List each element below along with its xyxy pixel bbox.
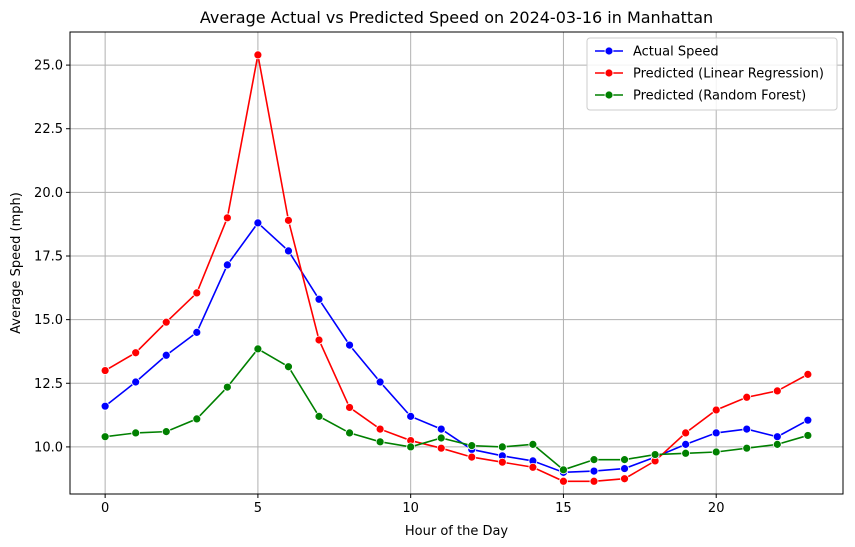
data-point	[711, 447, 721, 457]
data-point	[161, 317, 171, 327]
data-point	[345, 340, 354, 350]
legend: Actual Speed Predicted (Linear Regression…	[586, 37, 838, 111]
data-point	[375, 437, 385, 447]
y-tick-label: 20.0	[34, 186, 63, 201]
legend-swatch-marker	[604, 46, 614, 56]
data-point	[253, 218, 263, 228]
series-line-2	[104, 54, 809, 483]
data-point	[131, 348, 141, 358]
data-point	[284, 246, 293, 256]
data-point	[161, 427, 171, 437]
data-point	[650, 450, 660, 459]
data-point	[620, 455, 629, 465]
y-tick-label: 10.0	[34, 440, 63, 455]
data-point	[253, 50, 263, 60]
data-point	[711, 428, 721, 438]
y-tick-label: 17.5	[34, 250, 63, 265]
x-tick-label: 20	[708, 501, 725, 516]
data-point	[589, 476, 599, 486]
chart-title: Average Actual vs Predicted Speed on 202…	[200, 8, 713, 27]
data-point	[681, 428, 691, 438]
data-point	[742, 424, 752, 434]
data-point	[772, 439, 782, 449]
x-tick-label: 10	[402, 501, 419, 516]
x-axis-ticks: 0 5 10 15 20	[101, 494, 724, 516]
data-point	[131, 428, 141, 438]
data-point	[314, 294, 324, 304]
data-point	[436, 424, 446, 434]
data-point	[406, 411, 416, 421]
legend-label: Actual Speed	[633, 45, 719, 60]
data-point	[100, 432, 110, 442]
data-point	[620, 474, 629, 484]
series-line-3	[105, 347, 809, 471]
series-line-1	[104, 221, 809, 474]
data-point	[375, 377, 385, 387]
data-point	[192, 327, 202, 337]
data-point	[314, 411, 324, 421]
y-axis-label: Average Speed (mph)	[9, 192, 24, 334]
data-point	[284, 362, 293, 372]
data-point	[589, 466, 599, 476]
legend-label: Predicted (Linear Regression)	[633, 67, 824, 82]
series-lines	[104, 54, 809, 483]
x-tick-label: 0	[101, 501, 109, 516]
data-point	[528, 439, 538, 449]
data-point	[100, 366, 110, 375]
y-tick-label: 22.5	[34, 122, 63, 137]
data-point	[711, 405, 721, 415]
legend-label: Predicted (Random Forest)	[633, 89, 806, 104]
data-point	[406, 442, 416, 452]
data-point	[803, 369, 813, 379]
data-point	[528, 462, 538, 472]
data-point	[681, 439, 691, 449]
data-point	[620, 464, 629, 473]
data-point	[467, 452, 477, 462]
y-axis-ticks: 10.0 12.5 15.0 17.5 20.0 22.5 25.0	[34, 59, 70, 455]
data-point	[222, 213, 232, 223]
data-point	[559, 465, 568, 475]
legend-swatch-marker	[604, 90, 614, 100]
data-point	[100, 401, 110, 411]
data-point	[772, 386, 782, 396]
plot-frame	[69, 31, 844, 495]
x-tick-label: 15	[555, 501, 572, 516]
data-point	[559, 476, 568, 486]
data-point	[803, 431, 813, 440]
data-point	[222, 382, 232, 392]
y-tick-label: 15.0	[34, 313, 63, 328]
y-tick-label: 12.5	[34, 377, 63, 392]
data-point	[375, 424, 385, 434]
x-tick-label: 5	[254, 501, 262, 516]
data-point	[589, 455, 599, 465]
data-point	[345, 403, 354, 412]
data-point	[497, 457, 507, 467]
data-point	[467, 441, 477, 451]
data-point	[436, 433, 446, 443]
legend-box	[586, 37, 838, 111]
series-points	[100, 50, 813, 486]
grid-lines	[70, 32, 843, 494]
y-tick-label: 25.0	[34, 59, 63, 74]
data-point	[345, 428, 354, 438]
data-point	[436, 443, 446, 453]
x-axis-label: Hour of the Day	[405, 524, 509, 539]
data-point	[161, 350, 171, 360]
legend-swatch-marker	[604, 68, 614, 78]
data-point	[192, 414, 202, 424]
data-point	[222, 260, 232, 270]
data-point	[772, 432, 782, 442]
data-point	[284, 215, 293, 225]
data-point	[253, 344, 263, 354]
data-point	[497, 442, 507, 452]
data-point	[192, 288, 202, 298]
data-point	[131, 377, 141, 387]
data-point	[314, 335, 324, 345]
data-point	[742, 392, 752, 402]
data-point	[681, 448, 691, 458]
data-point	[803, 415, 813, 425]
data-point	[742, 443, 752, 453]
